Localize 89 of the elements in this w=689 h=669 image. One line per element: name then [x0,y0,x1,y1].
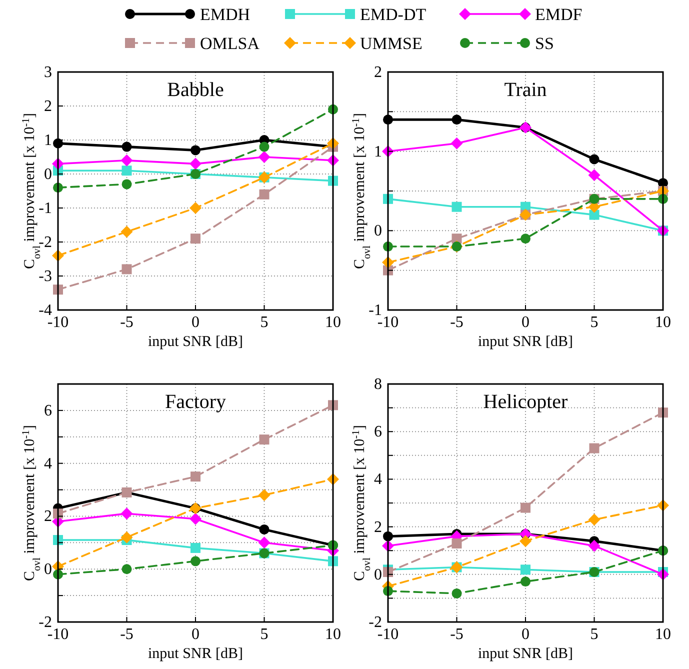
x-tick-label: 10 [655,314,671,331]
x-axis-title: input SNR [dB] [148,334,244,350]
x-tick-label: 5 [260,314,268,331]
legend-label: EMD-DT [360,5,427,24]
point [258,151,270,163]
chart-title: Babble [167,79,224,101]
x-tick-label: -5 [450,626,464,643]
x-tick-label: 10 [325,626,341,643]
point [588,540,600,552]
x-tick-label: -5 [450,314,464,331]
legend-label: SS [535,34,554,53]
y-tick-label: 0 [374,222,382,240]
point [259,434,270,445]
legend-label: UMMSE [360,34,422,53]
point [520,576,530,587]
point [589,154,600,164]
point [520,502,530,513]
y-tick-label: 4 [374,471,382,488]
y-tick-label: 4 [44,455,52,472]
y-tick-label: 0 [44,561,52,578]
y-tick-label: 2 [44,98,52,115]
point [122,142,132,152]
x-tick-label: 5 [260,626,268,643]
point [259,189,270,200]
point [520,564,530,575]
point [190,556,200,566]
x-axis-title: input SNR [dB] [478,334,574,350]
point [589,210,600,220]
legend-label: OMLSA [200,34,260,53]
legend-label: EMDH [200,5,250,24]
point [190,202,202,214]
point [190,234,200,244]
y-tick-label: 2 [44,508,52,526]
point [190,542,200,553]
point [190,512,202,525]
x-tick-label: 0 [192,626,200,643]
point [120,531,133,544]
point [588,169,600,182]
point [452,114,462,125]
chart-title: Train [504,79,547,101]
x-tick-label: -5 [120,626,134,643]
point [259,142,270,152]
y-tick-label: 1 [374,143,382,160]
point [122,564,132,574]
point [450,137,463,150]
point [452,538,462,548]
y-tick-label: 8 [374,376,382,393]
point [120,154,133,166]
x-tick-label: 0 [522,626,530,643]
point [122,166,132,176]
y-tick-label: 0 [374,566,382,584]
x-axis-title: input SNR [dB] [478,646,574,662]
x-axis-title: input SNR [dB] [148,646,244,662]
x-tick-label: 0 [192,314,200,331]
point [589,443,600,454]
point [259,524,270,534]
y-tick-label: 1 [44,132,52,149]
point [258,489,270,502]
point [122,264,132,274]
x-tick-label: -5 [120,314,134,331]
x-tick-label: 10 [655,626,671,643]
y-tick-label: 6 [44,402,52,420]
x-tick-label: 5 [590,314,598,331]
y-tick-label: -1 [38,200,52,217]
point [122,179,132,190]
x-tick-label: 5 [590,626,598,643]
y-tick-label: 0 [44,166,52,183]
point [520,535,532,548]
point [190,145,200,156]
point [520,234,530,244]
chart-title: Helicopter [483,391,568,413]
point [190,158,202,170]
x-tick-label: 10 [325,314,341,331]
legend-label: EMDF [535,5,582,24]
y-tick-label: 6 [374,424,382,441]
point [190,472,200,482]
point [588,514,600,526]
y-tick-label: -3 [38,268,52,285]
point [452,588,462,598]
point [258,536,270,549]
y-tick-label: 2 [374,64,382,81]
point [120,508,133,520]
point [120,226,133,238]
y-tick-label: 2 [374,518,382,536]
y-tick-label: -2 [38,234,52,251]
y-tick-label: 3 [44,64,52,81]
point [452,202,462,212]
chart-title: Factory [164,391,226,413]
x-tick-label: 0 [522,314,530,331]
